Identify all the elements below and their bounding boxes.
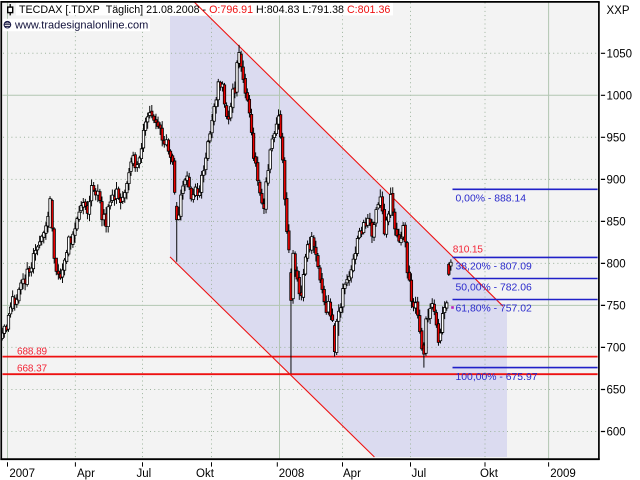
- svg-text:950: 950: [607, 133, 626, 145]
- svg-text:TECDAX [.TDXP Täglich] 21.08.: TECDAX [.TDXP Täglich] 21.08.2008 - O:79…: [19, 4, 390, 16]
- svg-text:Okt: Okt: [480, 468, 499, 480]
- svg-text:100,00% - 675.97: 100,00% - 675.97: [456, 372, 538, 383]
- svg-text:38,20% - 807.09: 38,20% - 807.09: [456, 262, 532, 273]
- svg-text:650: 650: [607, 385, 626, 397]
- svg-text:Okt: Okt: [196, 468, 215, 480]
- svg-text:61,80% - 757.02: 61,80% - 757.02: [456, 304, 532, 315]
- svg-text:688.89: 688.89: [17, 347, 48, 358]
- svg-text:1000: 1000: [607, 91, 633, 103]
- svg-text:50,00% - 782.06: 50,00% - 782.06: [456, 283, 532, 294]
- svg-text:668.37: 668.37: [17, 364, 48, 375]
- svg-text:900: 900: [607, 175, 626, 187]
- svg-text:850: 850: [607, 217, 626, 229]
- svg-text:600: 600: [607, 427, 626, 439]
- svg-text:XXP: XXP: [607, 5, 630, 17]
- svg-text:www.tradesignalonline.com: www.tradesignalonline.com: [14, 20, 148, 32]
- svg-text:Apr: Apr: [77, 468, 95, 480]
- svg-text:2008: 2008: [279, 468, 305, 480]
- svg-text:810.15: 810.15: [453, 245, 483, 256]
- svg-text:2009: 2009: [550, 468, 576, 480]
- svg-text:0,00% - 888.14: 0,00% - 888.14: [456, 194, 527, 205]
- svg-text:Jul: Jul: [412, 468, 427, 480]
- svg-text:700: 700: [607, 343, 626, 355]
- svg-text:800: 800: [607, 259, 626, 271]
- svg-text:750: 750: [607, 301, 626, 313]
- svg-text:1050: 1050: [607, 49, 633, 61]
- svg-text:2007: 2007: [9, 468, 35, 480]
- svg-text:Apr: Apr: [343, 468, 361, 480]
- svg-text:Jul: Jul: [137, 468, 152, 480]
